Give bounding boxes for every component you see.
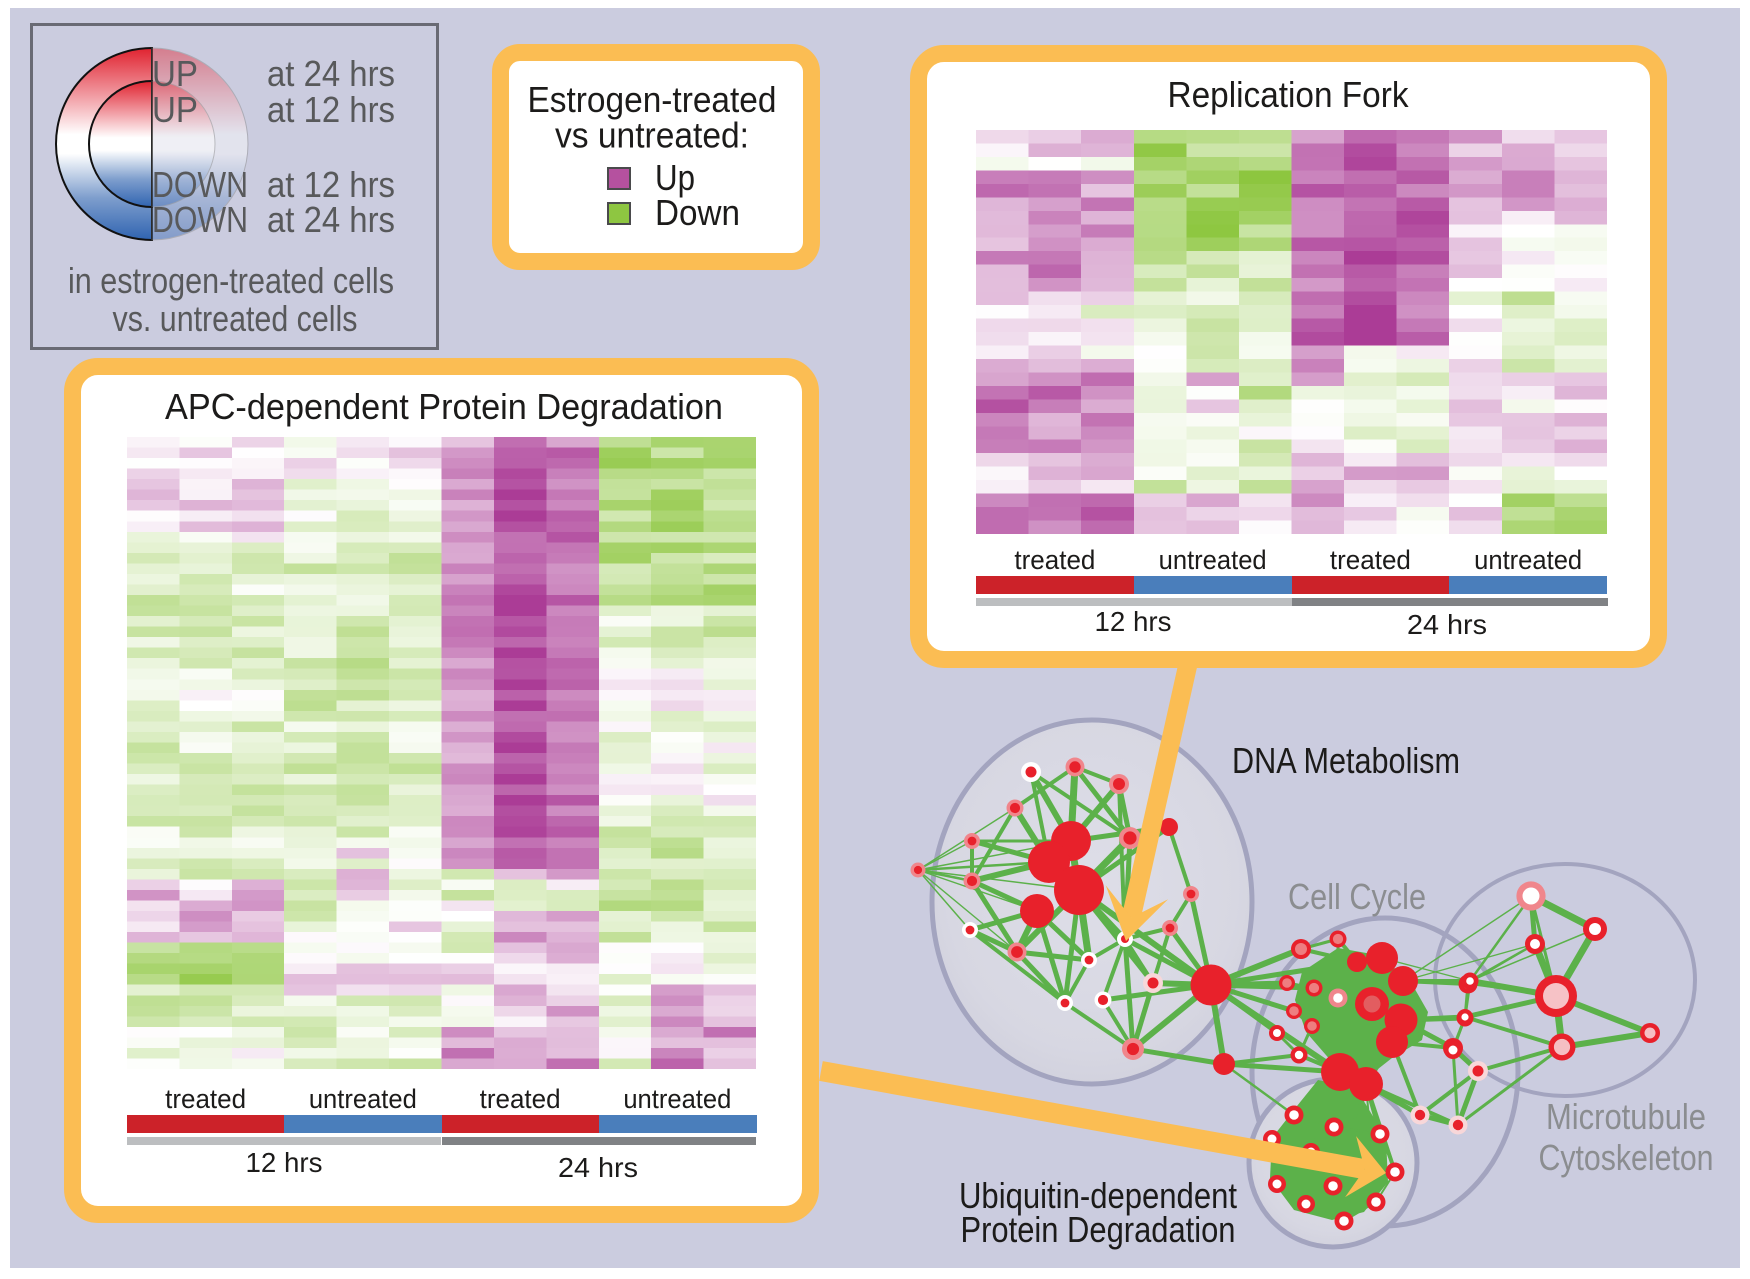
svg-text:24 hrs: 24 hrs [558, 1152, 638, 1183]
svg-text:untreated: untreated [309, 1084, 417, 1114]
svg-text:at 24 hrs: at 24 hrs [267, 53, 395, 94]
svg-text:Down: Down [655, 192, 740, 233]
svg-text:Cytoskeleton: Cytoskeleton [1539, 1137, 1714, 1178]
svg-text:DNA Metabolism: DNA Metabolism [1232, 740, 1460, 781]
svg-text:Microtubule: Microtubule [1546, 1096, 1706, 1137]
svg-text:untreated: untreated [1474, 545, 1582, 575]
svg-text:Replication Fork: Replication Fork [1168, 74, 1410, 115]
svg-text:APC-dependent Protein Degradat: APC-dependent Protein Degradation [165, 386, 723, 427]
svg-text:12 hrs: 12 hrs [246, 1147, 323, 1178]
svg-text:Up: Up [655, 157, 695, 198]
svg-text:12 hrs: 12 hrs [1095, 606, 1172, 637]
svg-text:at 12 hrs: at 12 hrs [267, 164, 395, 205]
svg-text:treated: treated [165, 1084, 246, 1114]
svg-text:treated: treated [1014, 545, 1095, 575]
svg-text:24 hrs: 24 hrs [1407, 609, 1487, 640]
svg-text:vs untreated:: vs untreated: [555, 115, 749, 156]
svg-text:UP: UP [152, 89, 198, 130]
svg-text:Ubiquitin-dependent: Ubiquitin-dependent [959, 1175, 1237, 1216]
svg-text:DOWN: DOWN [152, 164, 248, 205]
svg-text:Cell Cycle: Cell Cycle [1288, 876, 1426, 917]
svg-text:untreated: untreated [1159, 545, 1267, 575]
svg-text:UP: UP [152, 53, 198, 94]
svg-text:Estrogen-treated: Estrogen-treated [528, 79, 777, 120]
svg-text:at 12 hrs: at 12 hrs [267, 89, 395, 130]
svg-text:treated: treated [1330, 545, 1411, 575]
svg-text:Protein Degradation: Protein Degradation [961, 1209, 1236, 1250]
svg-text:DOWN: DOWN [152, 199, 248, 240]
svg-text:treated: treated [480, 1084, 561, 1114]
svg-text:untreated: untreated [623, 1084, 731, 1114]
svg-text:in estrogen-treated cells: in estrogen-treated cells [68, 260, 394, 301]
svg-text:at 24 hrs: at 24 hrs [267, 199, 395, 240]
svg-text:vs. untreated cells: vs. untreated cells [113, 298, 358, 339]
